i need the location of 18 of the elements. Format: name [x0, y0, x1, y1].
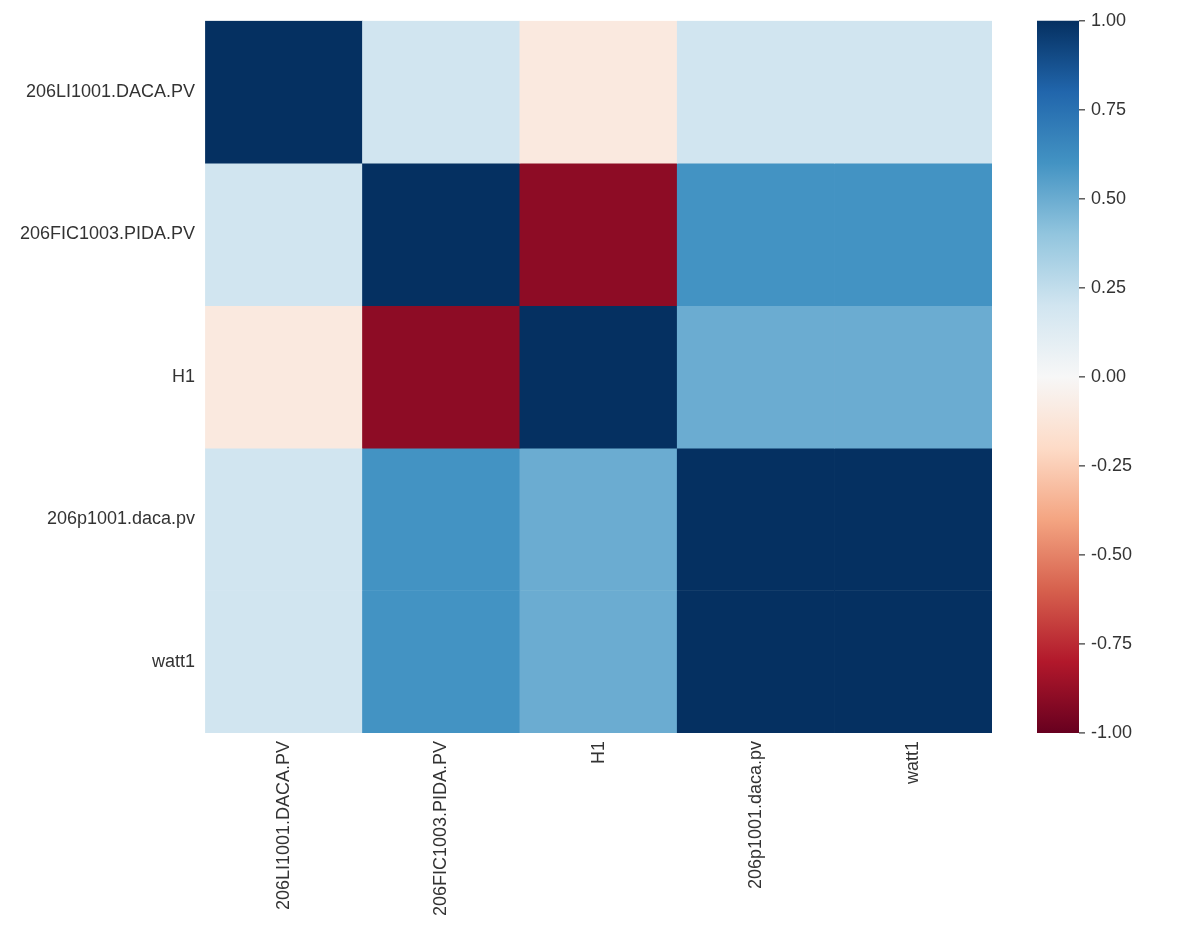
color-bar-label: 0.25 [1091, 276, 1127, 297]
y-tick-label: 206FIC1003.PIDA.PV [19, 223, 196, 244]
color-bar-label: 0.50 [1091, 187, 1127, 208]
x-tick-label: watt1 [902, 740, 923, 785]
color-bar-label: -0.75 [1091, 632, 1133, 653]
x-tick-label: 206p1001.daca.pv [744, 740, 765, 890]
color-bar-label: -0.25 [1091, 454, 1133, 475]
x-tick-label: 206FIC1003.PIDA.PV [430, 740, 451, 917]
color-bar-label: 0.00 [1091, 365, 1127, 386]
x-tick-label: H1 [587, 740, 608, 764]
color-bar-label: -1.00 [1091, 721, 1133, 742]
color-bar-label: 1.00 [1091, 9, 1127, 30]
color-bar-label: 0.75 [1091, 98, 1127, 119]
y-tick-label: watt1 [151, 650, 196, 671]
y-tick-label: 206p1001.daca.pv [46, 508, 196, 529]
color-bar-label: -0.50 [1091, 543, 1133, 564]
y-tick-label: H1 [172, 365, 196, 386]
y-tick-label: 206LI1001.DACA.PV [25, 80, 196, 101]
